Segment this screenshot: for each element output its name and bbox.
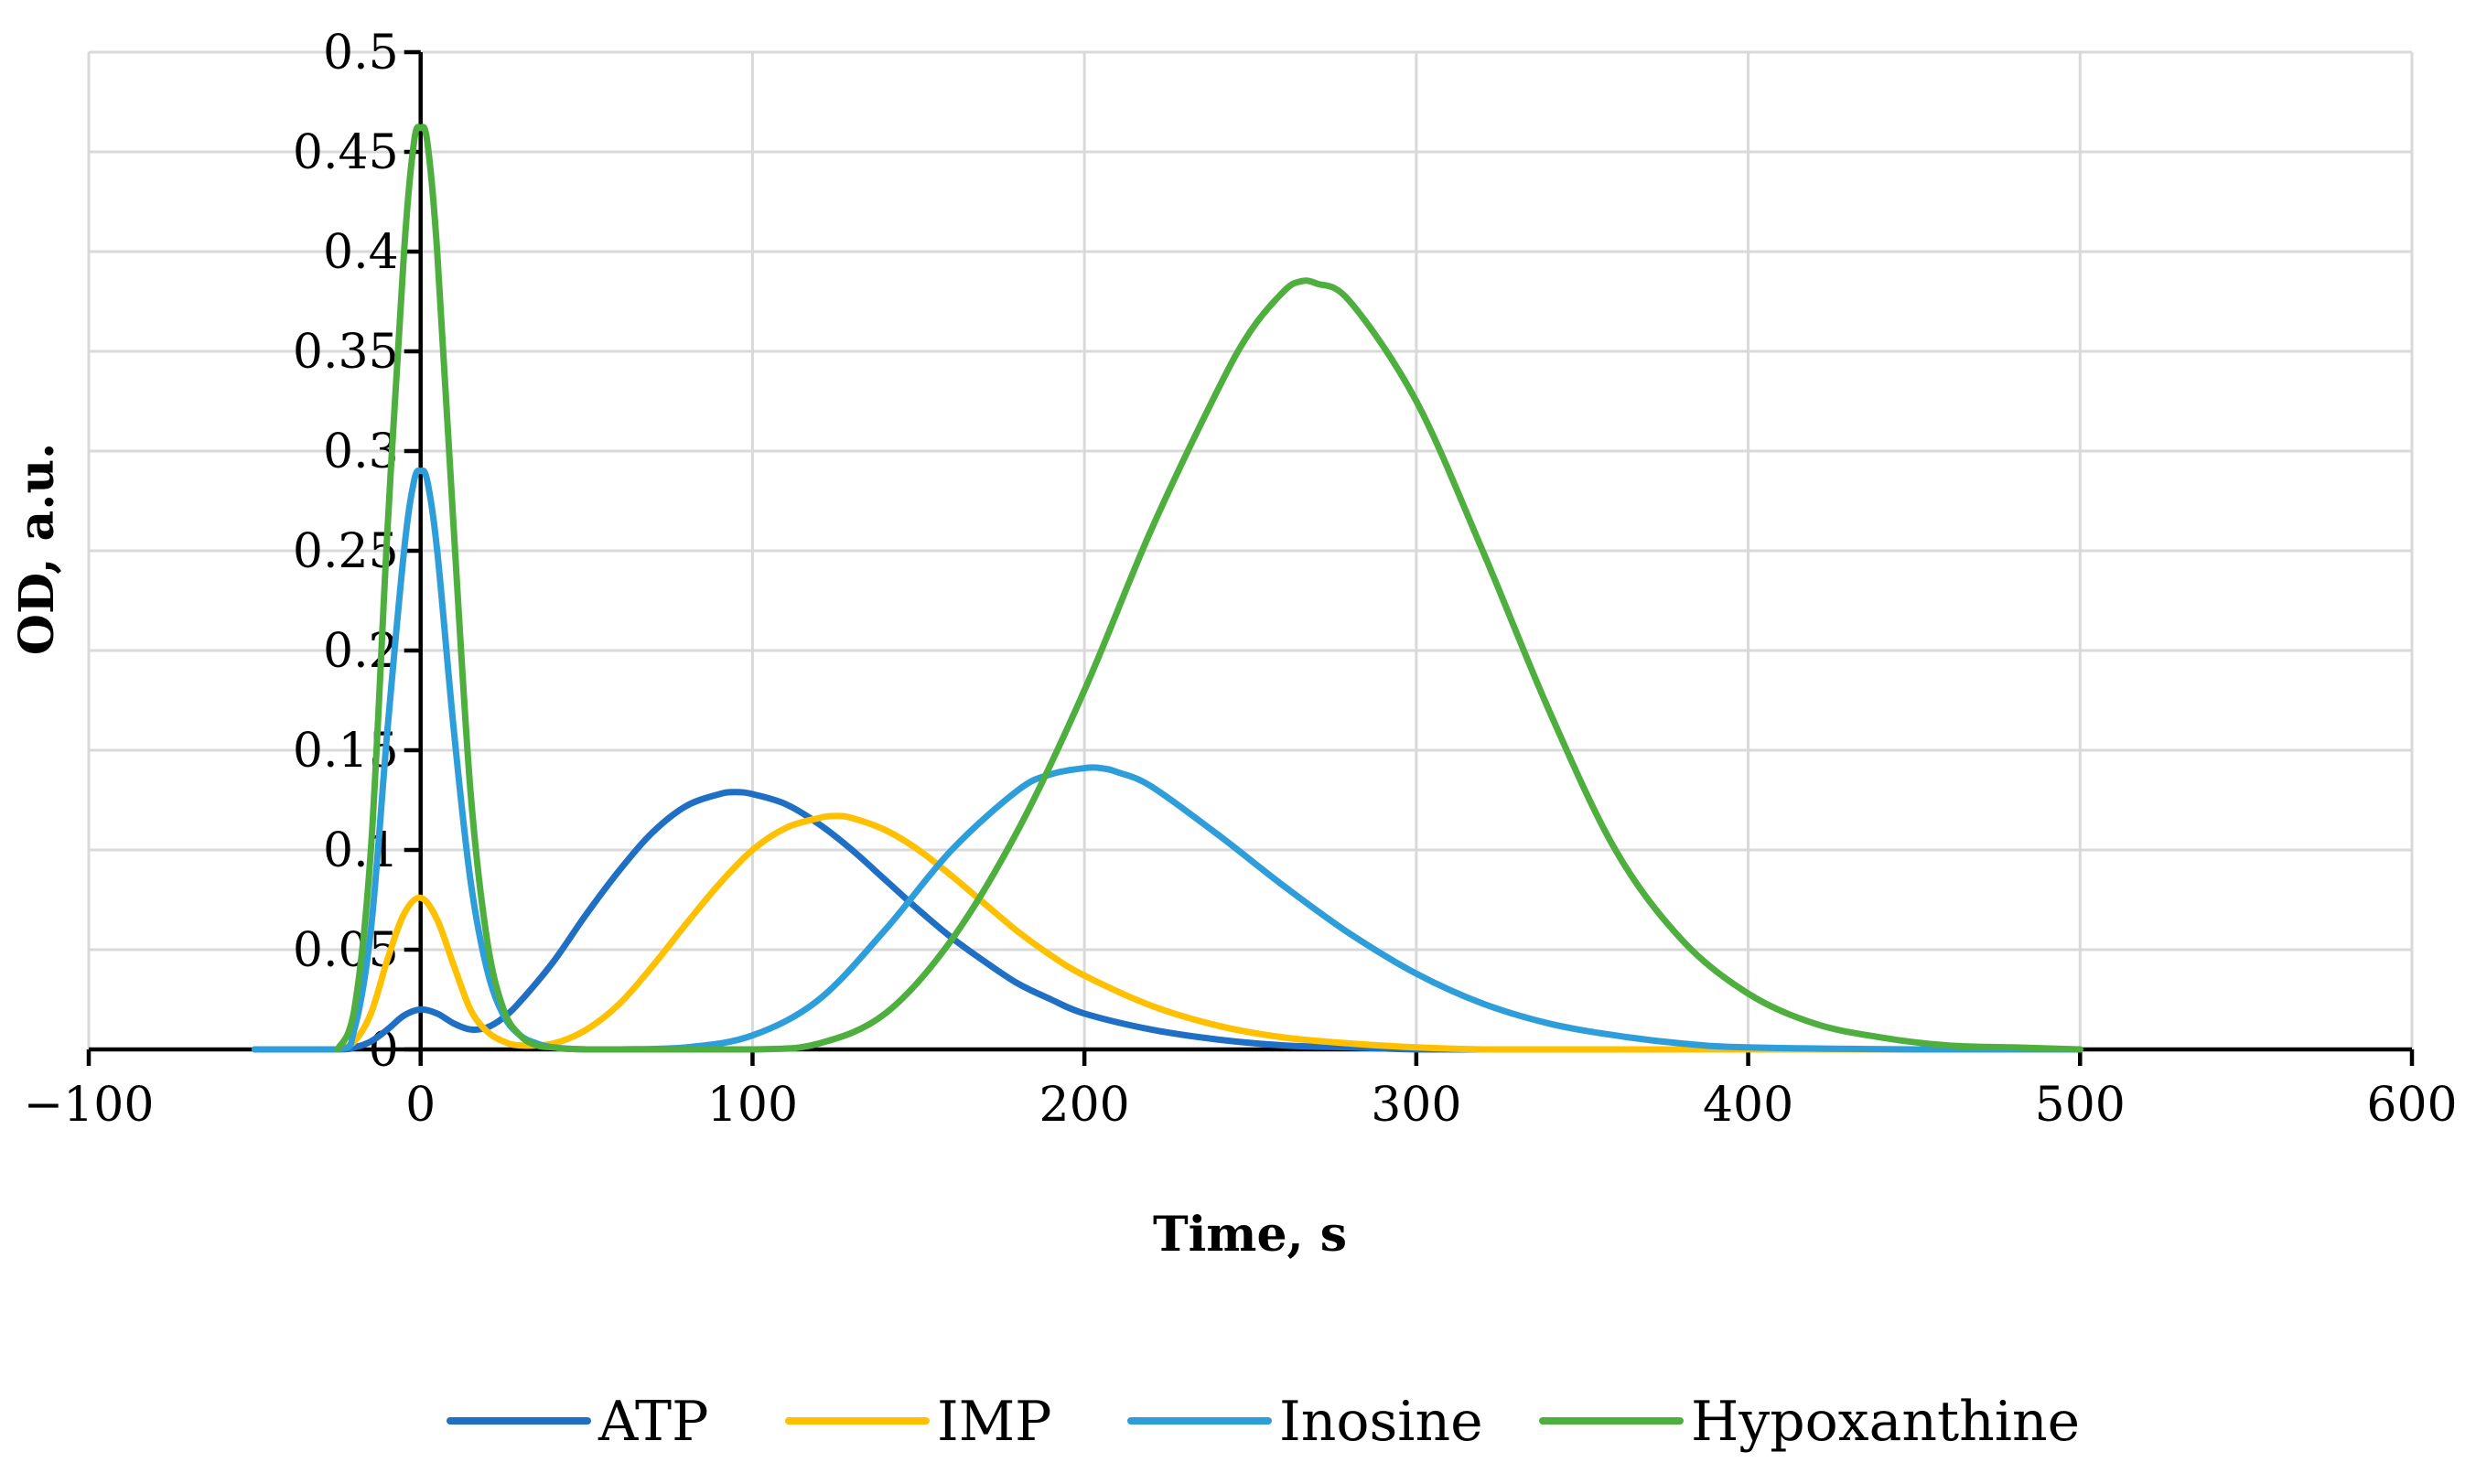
x-tick-label: 600	[2366, 1078, 2457, 1133]
legend-label: ATP	[597, 1390, 708, 1454]
x-tick-label: 100	[707, 1078, 798, 1133]
y-tick-label: 0.5	[323, 26, 399, 81]
tick-labels: −100 0 100 200 300 400 500 60000.050.10.150.20.…	[24, 26, 2458, 1133]
legend-item-atp: ATP	[447, 1390, 708, 1454]
y-tick-label: 0.05	[293, 923, 399, 978]
y-tick-label: 0.4	[323, 225, 399, 280]
legend-item-hypoxanthine: Hypoxanthine	[1539, 1390, 2080, 1454]
legend-label: IMP	[937, 1390, 1052, 1454]
x-tick-label: 200	[1039, 1078, 1130, 1133]
series-line-inosine	[251, 467, 2083, 1053]
x-tick-label: 300	[1371, 1078, 1461, 1133]
legend-item-inosine: Inosine	[1127, 1390, 1483, 1454]
x-tick-label: −100	[24, 1078, 155, 1133]
x-tick-label: 0	[405, 1078, 436, 1133]
y-tick-label: 0.45	[293, 125, 399, 180]
y-tick-label: 0.2	[323, 624, 399, 679]
y-tick-label: 0.1	[323, 823, 399, 878]
series-lines	[251, 124, 2083, 1053]
y-tick-label: 0.35	[293, 325, 399, 380]
series-line-imp	[334, 812, 2083, 1053]
grid	[87, 50, 2414, 1049]
series-line-hypoxanthine	[334, 124, 2083, 1053]
y-axis-title: OD, a.u.	[9, 443, 65, 655]
legend: ATP IMP Inosine Hypoxanthine	[447, 1390, 2080, 1454]
x-tick-label: 500	[2035, 1078, 2126, 1133]
y-tick-label: 0.25	[293, 524, 399, 579]
legend-label: Hypoxanthine	[1691, 1390, 2080, 1454]
legend-item-imp: IMP	[785, 1390, 1052, 1454]
x-tick-label: 400	[1703, 1078, 1793, 1133]
legend-label: Inosine	[1279, 1390, 1483, 1454]
y-tick-label: 0.3	[323, 425, 399, 479]
x-axis-title: Time, s	[1153, 1207, 1347, 1263]
